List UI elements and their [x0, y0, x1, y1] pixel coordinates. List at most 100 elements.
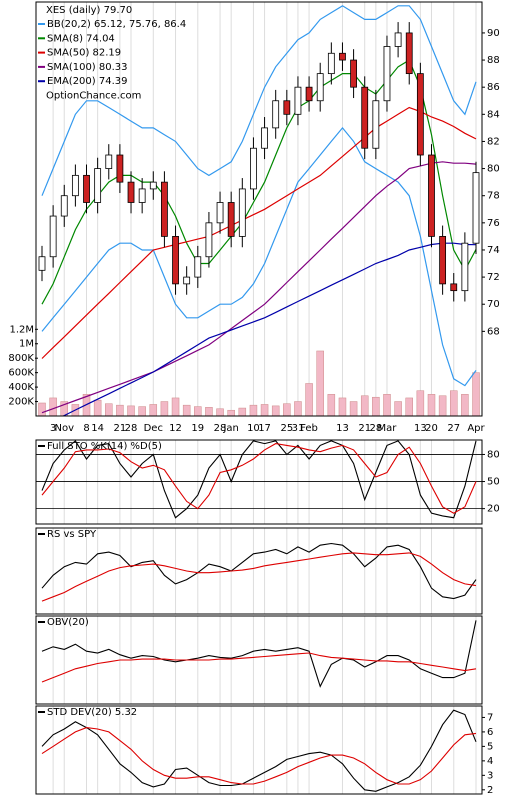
candle-body	[216, 202, 224, 224]
volume-bar	[283, 403, 291, 416]
volume-bar	[138, 406, 146, 416]
volume-bar	[93, 399, 102, 416]
x-tick-label: 14	[91, 423, 104, 434]
indicator-line	[41, 652, 477, 683]
y-tick-label: 80	[487, 164, 500, 175]
volume-bar	[394, 401, 402, 416]
y-tick-label: 78	[487, 191, 500, 202]
candle-body	[205, 222, 213, 258]
volume-bar	[194, 406, 202, 416]
volume-bar	[472, 372, 480, 416]
volume-tick-label: 1M	[19, 339, 34, 350]
panel-frame	[35, 615, 483, 705]
x-tick-label: 19	[191, 423, 204, 434]
candle-body	[183, 276, 191, 285]
panel-frame	[35, 705, 483, 795]
volume-bar	[49, 397, 57, 416]
volume-bar	[227, 409, 235, 416]
indicator-line	[41, 620, 477, 688]
y-tick-label: 4	[487, 756, 493, 767]
candle-body	[116, 154, 124, 183]
x-tick-label: Feb	[300, 423, 318, 434]
y-tick-label: 20	[487, 504, 500, 515]
y-tick-label: 90	[487, 28, 500, 39]
legend-label: BB(20,2) 65.12, 75.76, 86.4	[47, 19, 186, 30]
volume-tick-label: 1.2M	[9, 324, 34, 335]
y-tick-label: 76	[487, 218, 500, 229]
candle-body	[127, 181, 135, 203]
volume-bar	[38, 402, 46, 416]
candle-body	[272, 100, 280, 129]
volume-bar	[316, 350, 324, 416]
x-tick-label: 13	[336, 423, 349, 434]
panel-frame	[35, 1, 483, 417]
volume-bar	[271, 405, 280, 416]
panel	[36, 440, 482, 524]
candle-body	[261, 127, 268, 149]
volume-bar	[305, 383, 313, 416]
panel-title: Full STO %K(14) %D(5)	[47, 441, 162, 452]
candle-body	[194, 256, 202, 278]
x-tick-label: 20	[425, 423, 438, 434]
x-tick-label: 12	[169, 423, 182, 434]
y-tick-label: 82	[487, 136, 500, 147]
y-tick-label: 3	[487, 770, 493, 781]
candle-body	[38, 256, 46, 271]
x-tick-label: Mar	[378, 423, 398, 434]
volume-bar	[149, 404, 158, 416]
chart-title: XES (daily) 79.70	[46, 5, 132, 16]
x-tick-label: 10	[247, 423, 260, 434]
x-tick-label: Nov	[54, 423, 74, 434]
volume-bar	[338, 397, 347, 416]
volume-bar	[416, 390, 425, 416]
candle-body	[383, 46, 391, 102]
overlay-line	[41, 161, 477, 414]
panel	[41, 706, 477, 794]
y-tick-label: 6	[487, 727, 493, 738]
volume-bar	[449, 390, 458, 416]
candle-body	[416, 73, 424, 156]
y-tick-label: 2	[487, 785, 493, 796]
candle-body	[94, 168, 102, 203]
legend-label: SMA(8) 74.04	[47, 33, 115, 44]
volume-bar	[160, 401, 169, 416]
volume-bar	[405, 397, 413, 416]
candle-body	[138, 188, 146, 203]
x-tick-label: 28	[125, 423, 138, 434]
overlay-line	[41, 5, 477, 196]
indicator-line	[41, 552, 477, 602]
overlay-line	[41, 126, 477, 387]
candle-body	[439, 236, 447, 285]
volume-tick-label: 800K	[8, 353, 34, 364]
candle-body	[316, 73, 324, 102]
volume-bar	[116, 404, 124, 416]
y-tick-label: 70	[487, 299, 500, 310]
panel	[41, 616, 477, 704]
y-tick-label: 68	[487, 326, 500, 337]
candle-body	[227, 202, 235, 237]
volume-bar	[127, 405, 135, 416]
overlay-line	[61, 242, 477, 416]
legend-label: EMA(200) 74.39	[47, 76, 127, 87]
volume-tick-label: 400K	[8, 382, 34, 393]
candle-body	[372, 100, 380, 149]
volume-bar	[105, 403, 113, 416]
y-tick-label: 80	[487, 449, 500, 460]
volume-bar	[205, 407, 213, 416]
volume-bar	[327, 394, 336, 416]
volume-bar	[249, 404, 258, 416]
volume-bar	[216, 408, 224, 416]
volume-bar	[260, 404, 269, 416]
volume-bar	[372, 396, 380, 416]
panel-title: RS vs SPY	[47, 529, 97, 540]
candle-body	[350, 59, 357, 88]
legend-label: SMA(100) 80.33	[47, 62, 128, 73]
candle-body	[461, 242, 469, 292]
volume-bar	[171, 397, 180, 416]
volume-bar	[461, 394, 469, 416]
candle-body	[83, 174, 90, 203]
y-tick-label: 74	[487, 245, 500, 256]
y-tick-label: 88	[487, 55, 500, 66]
y-tick-label: 72	[487, 272, 500, 283]
